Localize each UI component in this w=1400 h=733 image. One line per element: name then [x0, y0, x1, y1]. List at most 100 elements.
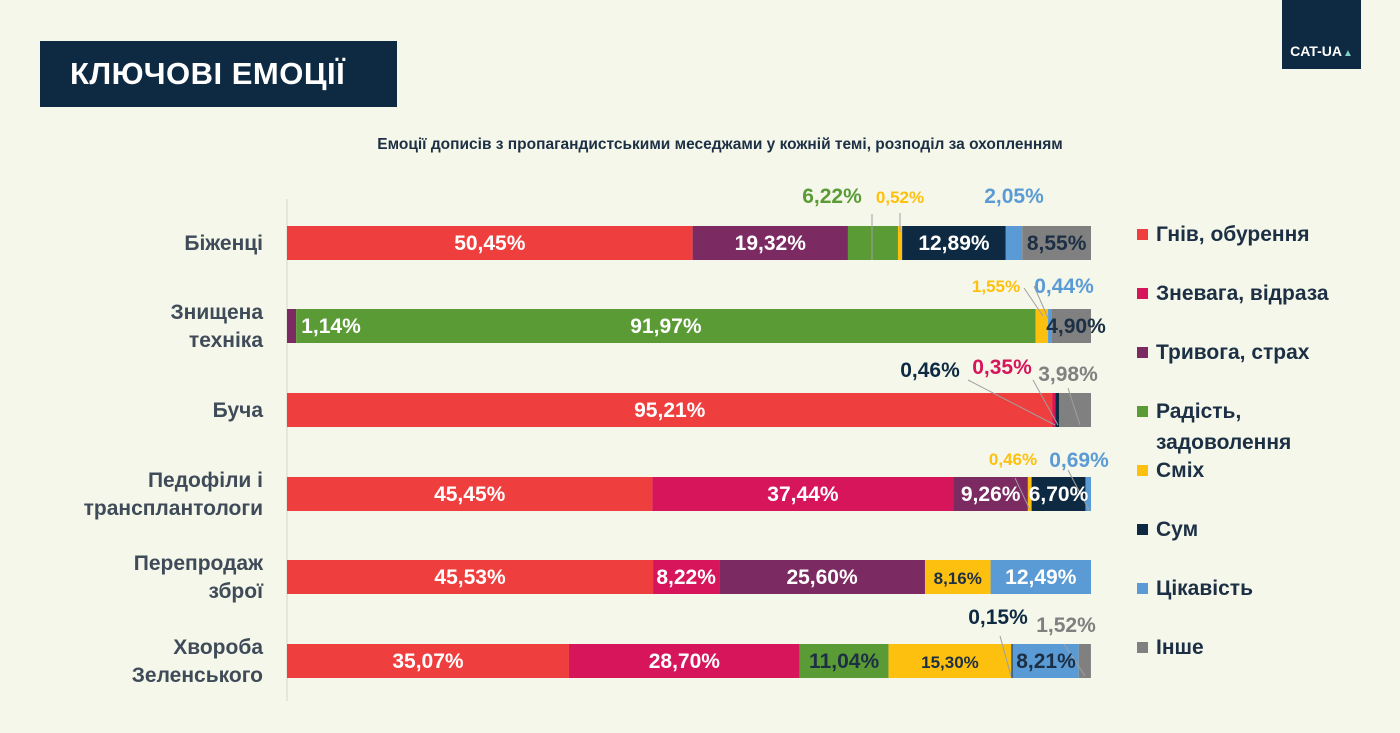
data-label: 0,46%	[900, 359, 960, 382]
data-label: 8,21%	[1016, 650, 1076, 673]
leader-line	[999, 635, 1012, 677]
leader-line	[1067, 469, 1090, 511]
legend-label: Радість, задоволення	[1156, 400, 1292, 454]
chart-subtitle: Емоції дописів з пропагандистськими месе…	[377, 136, 1063, 153]
category-label: техніка	[189, 329, 263, 352]
data-label: 37,44%	[767, 483, 839, 506]
data-label: 8,22%	[656, 566, 716, 589]
legend-label: Сміх	[1156, 459, 1205, 482]
data-label: 0,35%	[972, 356, 1032, 379]
cat-ua-logo: CAT-UA ▲	[1282, 0, 1361, 69]
bar-segment	[1005, 226, 1023, 260]
data-label: 91,97%	[630, 315, 702, 338]
category-label: трансплантологи	[84, 497, 263, 520]
bar-segment	[924, 560, 991, 594]
data-label: 1,52%	[1036, 614, 1096, 637]
legend-swatch	[1137, 642, 1148, 653]
data-label: 45,53%	[434, 566, 506, 589]
bar-segment	[888, 644, 1012, 678]
data-label: 95,21%	[634, 399, 706, 422]
legend-item: Зневага, відраза	[1137, 281, 1329, 309]
category-label: Хвороба	[173, 636, 263, 659]
data-label: 0,44%	[1034, 275, 1094, 298]
legend-item: Радість, задоволення	[1137, 399, 1326, 458]
bar-segment	[1055, 393, 1060, 427]
leader-line	[1023, 287, 1044, 317]
legend-swatch	[1137, 583, 1148, 594]
legend-item: Гнів, обурення	[1137, 222, 1310, 250]
data-label: 45,45%	[434, 483, 506, 506]
cat-icon: ▲	[1342, 48, 1353, 59]
leader-line	[1063, 643, 1086, 677]
legend-label: Інше	[1156, 636, 1204, 659]
leader-line	[1033, 285, 1049, 319]
legend-item: Сум	[1137, 517, 1198, 545]
data-label: 8,16%	[934, 569, 982, 588]
bar-segment	[953, 477, 1028, 511]
bar-segment	[692, 226, 848, 260]
bar-segment	[287, 560, 654, 594]
leader-line	[1067, 387, 1081, 426]
data-label: 2,05%	[984, 185, 1044, 208]
leader-line	[967, 379, 1056, 426]
data-label: 0,69%	[1049, 449, 1109, 472]
data-label: 11,04%	[809, 650, 879, 673]
category-label: Знищена	[170, 301, 263, 324]
data-label: 0,52%	[876, 188, 924, 207]
leader-line	[1014, 477, 1031, 511]
category-label: Біженці	[184, 232, 263, 255]
bar-segment	[1085, 477, 1091, 511]
bar-segment	[1011, 644, 1013, 678]
bar-segment	[1078, 644, 1091, 678]
category-label: зброї	[209, 580, 265, 603]
data-label: 50,45%	[454, 232, 526, 255]
data-label: 35,07%	[392, 650, 464, 673]
legend-item: Цікавість	[1137, 576, 1253, 604]
bar-segment	[287, 226, 693, 260]
bar-segment	[1031, 477, 1086, 511]
data-label: 6,22%	[802, 185, 862, 208]
bar-segment	[902, 226, 1006, 260]
category-label: Педофіли і	[148, 469, 263, 492]
legend-label: Гнів, обурення	[1156, 223, 1310, 246]
data-label: 12,89%	[918, 232, 990, 255]
bar-segment	[990, 560, 1091, 594]
bar-segment	[568, 644, 800, 678]
bar-segment	[719, 560, 925, 594]
legend-swatch	[1137, 465, 1148, 476]
page-title-text: КЛЮЧОВІ ЕМОЦІЇ	[70, 56, 346, 91]
bar-segment	[897, 226, 903, 260]
category-label: Перепродаж	[134, 552, 264, 575]
data-label: 15,30%	[921, 653, 979, 672]
legend-label: Цікавість	[1156, 577, 1253, 600]
logo-text: CAT-UA	[1290, 43, 1342, 59]
data-label: 6,70%	[1029, 483, 1089, 506]
bar-segment	[1052, 393, 1056, 427]
legend-label: Тривога, страх	[1156, 341, 1310, 364]
bar-segment	[1048, 309, 1052, 343]
category-label: Зеленського	[132, 664, 263, 687]
legend-swatch	[1137, 524, 1148, 535]
data-label: 1,55%	[972, 277, 1020, 296]
legend-swatch	[1137, 406, 1148, 417]
legend-swatch	[1137, 347, 1148, 358]
legend-label: Сум	[1156, 518, 1199, 541]
data-label: 12,49%	[1005, 566, 1077, 589]
legend-label: Зневага, відраза	[1156, 282, 1329, 305]
legend-item: Інше	[1137, 635, 1204, 663]
bar-segment	[1035, 309, 1049, 343]
bar-segment	[296, 309, 1036, 343]
bar-segment	[287, 309, 297, 343]
data-label: 9,26%	[961, 483, 1021, 506]
data-label: 1,14%	[301, 315, 361, 338]
bar-segment	[287, 477, 653, 511]
legend-item: Тривога, страх	[1137, 340, 1309, 368]
bar-segment	[287, 393, 1053, 427]
legend-item: Сміх	[1137, 458, 1204, 486]
data-label: 28,70%	[649, 650, 721, 673]
data-label: 3,98%	[1038, 363, 1098, 386]
page-title: КЛЮЧОВІ ЕМОЦІЇ	[40, 41, 397, 107]
data-label: 4,90%	[1046, 315, 1106, 338]
bar-segment	[653, 560, 720, 594]
